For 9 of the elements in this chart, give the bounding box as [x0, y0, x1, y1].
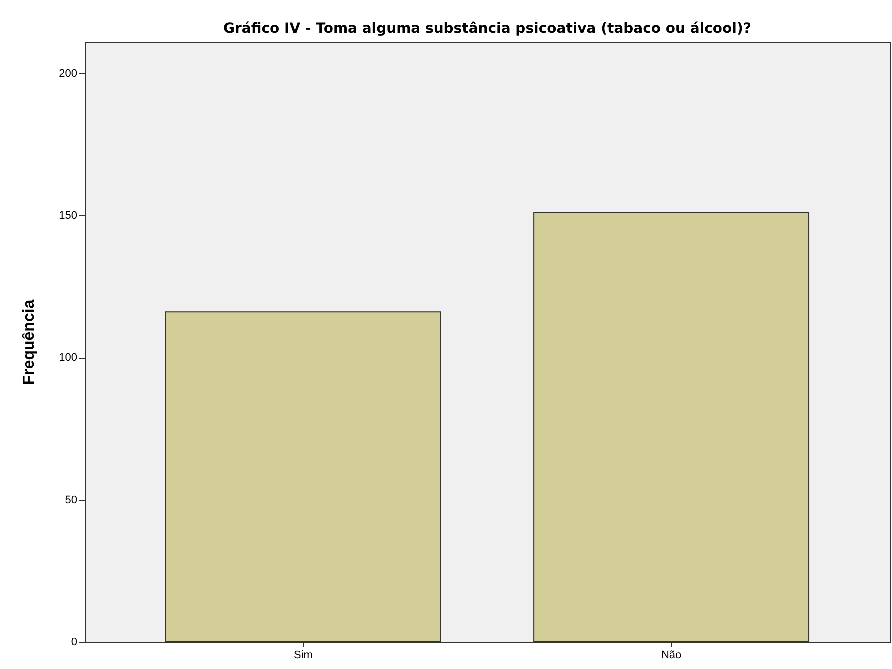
y-tick-label: 200 — [59, 68, 78, 80]
y-axis-title: Frequência — [21, 300, 38, 386]
x-tick-label: Não — [661, 650, 682, 662]
chart-title: Gráfico IV - Toma alguma substância psicoativa (tabaco ou álcool)? — [224, 21, 752, 37]
y-tick-label: 0 — [71, 636, 78, 648]
y-tick-label: 100 — [59, 352, 78, 364]
x-tick-label: Sim — [294, 650, 313, 662]
y-tick-label: 150 — [59, 210, 78, 222]
y-tick-label: 50 — [65, 494, 78, 506]
